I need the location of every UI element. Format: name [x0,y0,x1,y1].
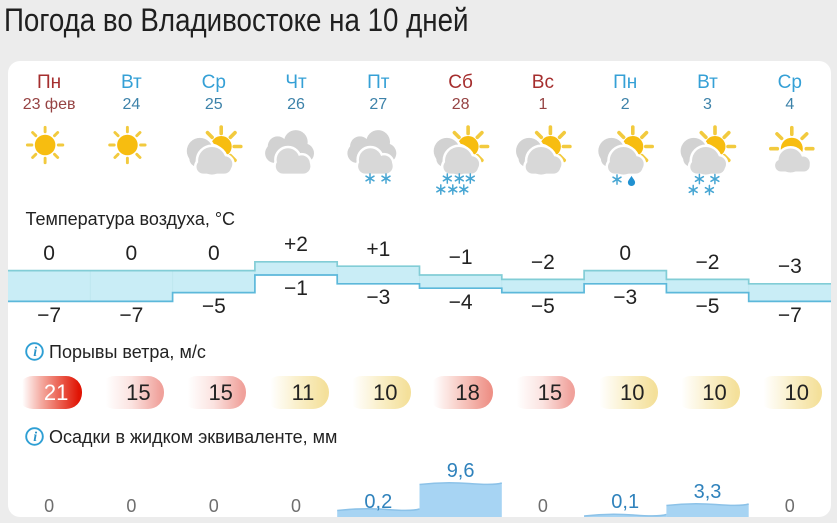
svg-text:i: i [33,430,37,445]
svg-text:i: i [33,345,37,360]
